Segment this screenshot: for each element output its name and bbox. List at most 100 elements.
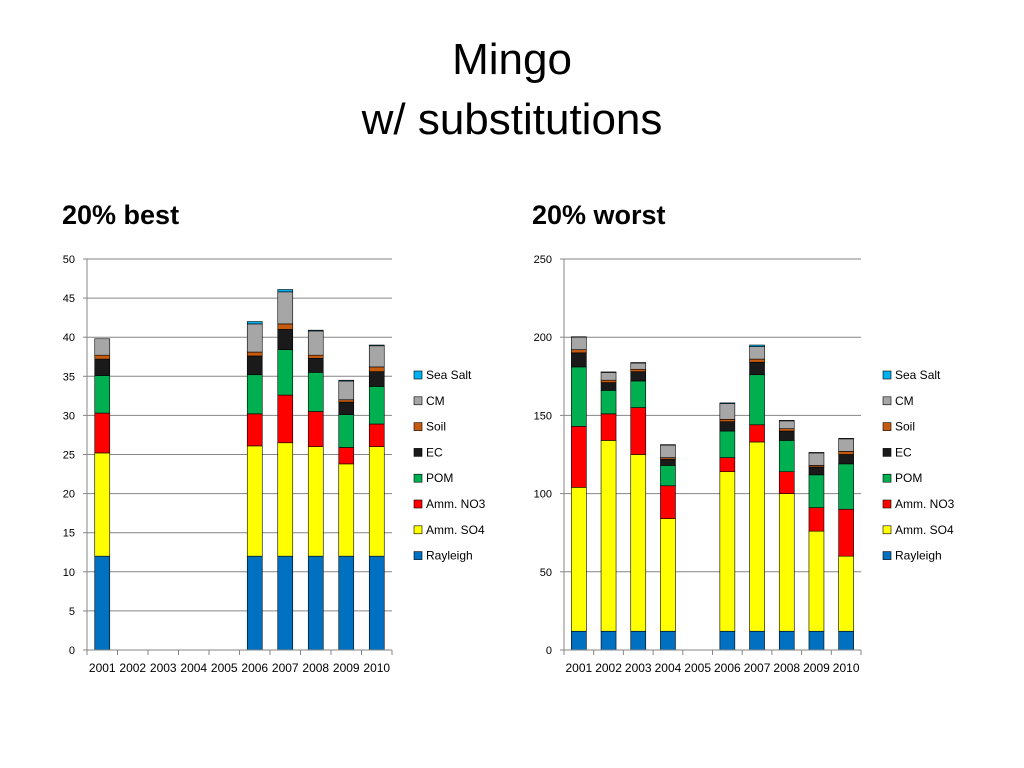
x-tick-label: 2006 [714, 661, 741, 675]
bar-segment-rayleigh-2003 [630, 630, 647, 651]
bar-segment-sea-salt-2010 [368, 344, 385, 347]
y-tick-label: 250 [534, 254, 552, 266]
legend-label-rayleigh: Rayleigh [426, 549, 473, 563]
bar-segment-amm-so4-2001 [571, 487, 587, 632]
bar-segment-cm-2007 [749, 346, 765, 360]
legend-label-pom: POM [895, 471, 922, 485]
bar-segment-sea-salt-2007 [749, 344, 765, 347]
bar-segment-soil-2006 [719, 419, 736, 422]
bar-segment-ec-2009 [808, 466, 825, 476]
legend-label-sea-salt: Sea Salt [426, 368, 472, 382]
y-tick-label: 200 [534, 332, 552, 344]
bar-segment-pom-2008 [778, 440, 795, 473]
bar-segment-pom-2009 [808, 474, 825, 508]
x-tick-label: 2010 [363, 661, 390, 675]
legend-swatch-ec [882, 448, 892, 457]
x-tick-label: 2005 [684, 661, 711, 675]
legend-swatch-amm-so4 [413, 525, 423, 535]
y-tick-label: 5 [69, 606, 75, 618]
legend-label-ec: EC [426, 445, 443, 459]
bar-segment-rayleigh-2006 [719, 630, 736, 651]
legend-label-pom: POM [426, 471, 453, 485]
bar-segment-amm-so4-2004 [660, 518, 676, 632]
bar-segment-amm-so4-2007 [749, 441, 765, 632]
bar-segment-soil-2008 [778, 428, 795, 432]
bar-segment-cm-2002 [600, 372, 617, 381]
legend-swatch-amm-so4 [882, 525, 892, 535]
x-tick-label: 2010 [833, 661, 860, 675]
x-tick-label: 2009 [333, 661, 360, 675]
bar-segment-rayleigh-2001 [571, 630, 587, 651]
bar-segment-cm-2010 [838, 438, 854, 452]
chart-right-title: 20% worst [532, 200, 666, 230]
bar-segment-rayleigh-2008 [778, 630, 795, 651]
bar-segment-cm-2003 [630, 362, 647, 370]
bar-segment-sea-salt-2006 [719, 402, 736, 404]
x-tick-label: 2008 [773, 661, 800, 675]
legend-swatch-cm [413, 396, 423, 406]
y-tick-label: 10 [63, 567, 75, 579]
legend-label-cm: CM [426, 394, 445, 408]
y-tick-label: 50 [540, 567, 552, 579]
legend-swatch-cm [882, 396, 892, 406]
x-tick-label: 2001 [565, 661, 592, 675]
y-tick-label: 25 [63, 450, 75, 462]
y-tick-label: 15 [63, 528, 75, 540]
legend-swatch-soil [882, 422, 892, 431]
bar-segment-amm-no3-2008 [778, 471, 795, 494]
y-tick-label: 45 [63, 293, 75, 305]
bar-segment-amm-no3-2003 [630, 407, 647, 455]
legend-swatch-amm-no3 [413, 499, 423, 509]
bar-segment-pom-2006 [719, 430, 736, 458]
legend-label-amm-no3: Amm. NO3 [895, 497, 955, 511]
bar-segment-ec-2004 [660, 458, 676, 466]
bar-segment-ec-2006 [719, 421, 736, 432]
bar-segment-ec-2008 [778, 430, 795, 441]
x-tick-label: 2002 [119, 661, 146, 675]
bar-segment-pom-2004 [660, 465, 676, 487]
bar-segment-sea-salt-2006 [246, 321, 263, 325]
legend-label-amm-so4: Amm. SO4 [426, 523, 485, 537]
bar-segment-rayleigh-2009 [808, 630, 825, 651]
x-tick-label: 2003 [625, 661, 652, 675]
bar-segment-pom-2002 [600, 390, 617, 415]
x-tick-label: 2004 [655, 661, 682, 675]
legend-label-sea-salt: Sea Salt [895, 368, 941, 382]
bar-segment-amm-no3-2009 [808, 507, 825, 532]
x-tick-label: 2001 [89, 661, 116, 675]
y-tick-label: 100 [534, 489, 552, 501]
legend-label-amm-no3: Amm. NO3 [426, 497, 486, 511]
bar-segment-cm-2009 [808, 452, 825, 466]
x-tick-label: 2002 [595, 661, 622, 675]
legend-swatch-rayleigh [413, 551, 423, 560]
bar-segment-sea-salt-2007 [277, 289, 294, 293]
bar-segment-amm-no3-2002 [600, 413, 617, 441]
bar-segment-soil-2010 [838, 451, 854, 455]
bar-segment-ec-2001 [571, 352, 587, 368]
chart-left-title: 20% best [62, 200, 180, 230]
legend-swatch-sea-salt [882, 370, 892, 380]
bar-segment-cm-2001 [571, 336, 587, 351]
y-tick-label: 40 [63, 332, 75, 344]
bar-segment-ec-2007 [749, 361, 765, 376]
bar-segment-amm-so4-2003 [630, 454, 647, 632]
x-tick-label: 2003 [150, 661, 177, 675]
y-tick-label: 150 [534, 410, 552, 422]
legend-label-amm-so4: Amm. SO4 [895, 523, 954, 537]
bar-segment-rayleigh-2004 [660, 630, 676, 651]
bar-segment-soil-2001 [571, 349, 587, 354]
bar-segment-soil-2007 [749, 358, 765, 363]
bar-segment-soil-2003 [630, 368, 647, 372]
x-tick-label: 2007 [272, 661, 299, 675]
bar-segment-amm-no3-2010 [838, 508, 854, 557]
y-tick-label: 50 [63, 254, 75, 266]
bar-segment-cm-2006 [719, 403, 736, 420]
bar-segment-pom-2001 [571, 366, 587, 427]
legend-label-cm: CM [895, 394, 914, 408]
y-tick-label: 20 [63, 489, 75, 501]
legend-label-soil: Soil [426, 420, 446, 434]
legend-label-rayleigh: Rayleigh [895, 549, 942, 563]
bar-segment-rayleigh-2002 [600, 630, 617, 651]
x-tick-label: 2009 [803, 661, 830, 675]
